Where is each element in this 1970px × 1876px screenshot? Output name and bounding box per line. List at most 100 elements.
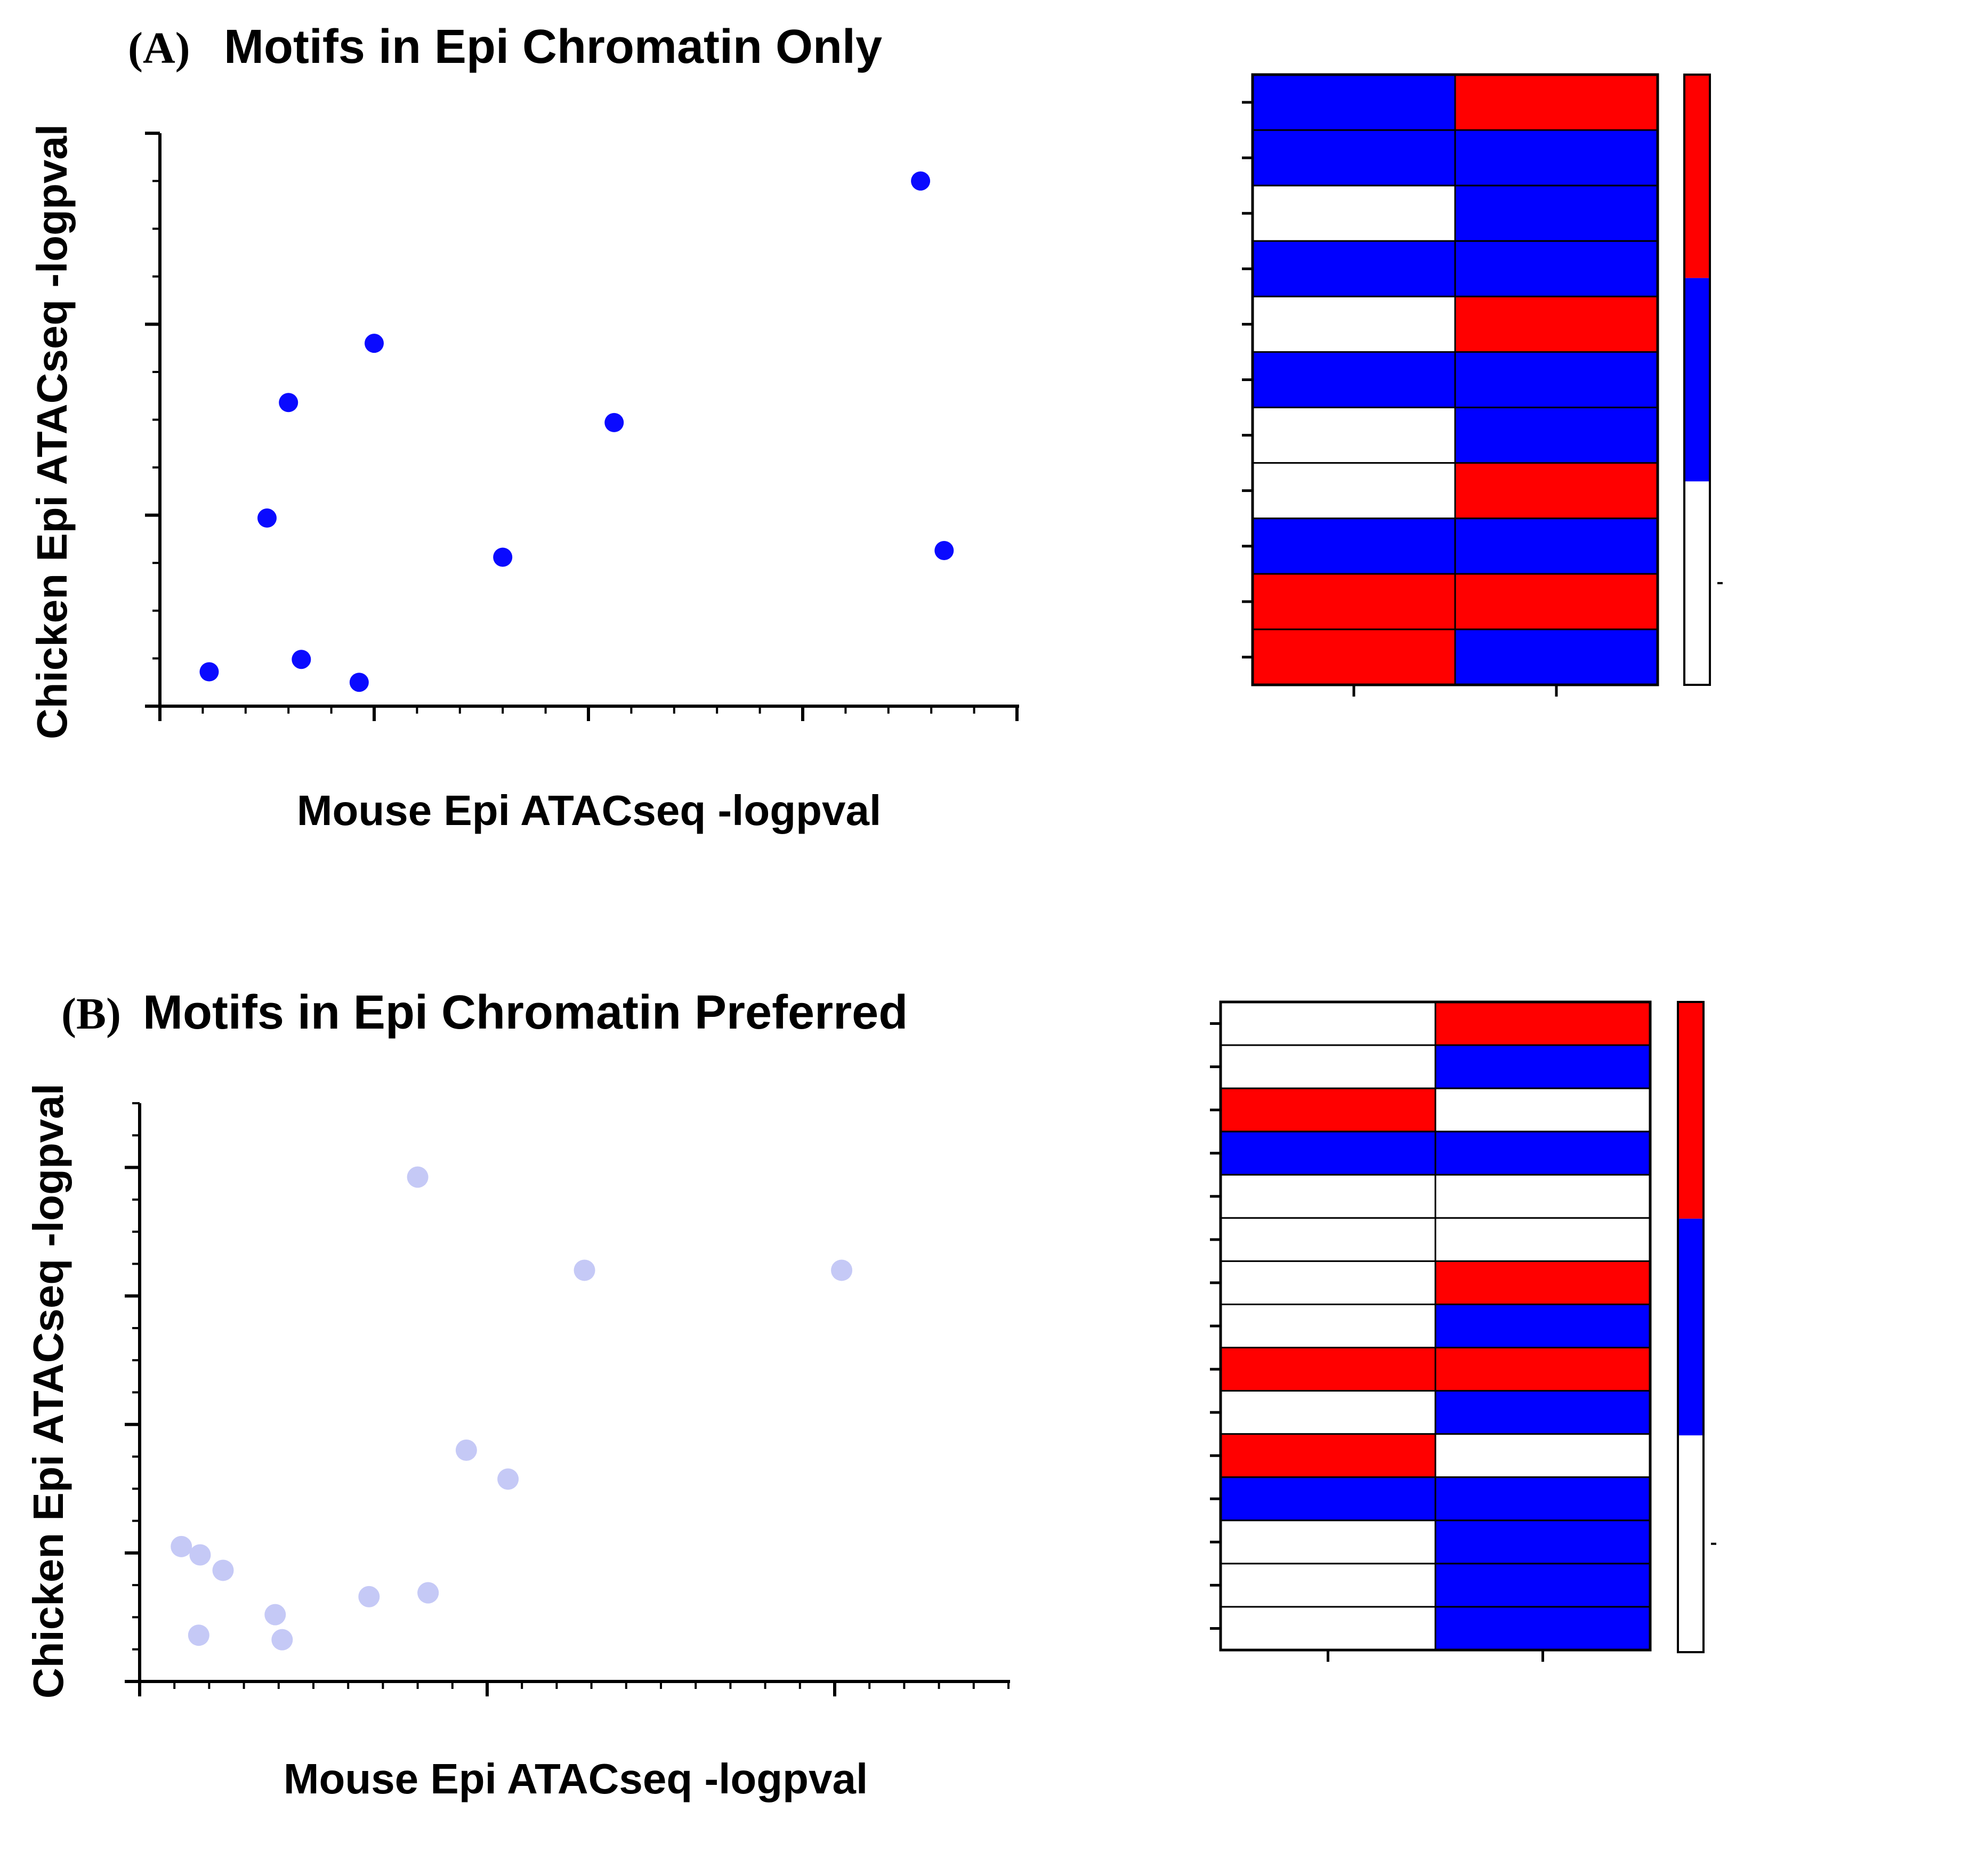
ha-cell — [1454, 407, 1659, 464]
scatter-a-x-title: Mouse Epi ATACseq -logpval — [297, 787, 881, 834]
hb-cell — [1434, 1087, 1651, 1133]
scatter-b-y-ticks — [125, 1166, 140, 1683]
ha-cell — [1252, 295, 1456, 353]
hb-cell — [1220, 1087, 1436, 1133]
ha-cell — [1454, 295, 1659, 353]
ha-cell — [1252, 129, 1456, 187]
hb-cell — [1220, 1433, 1436, 1478]
sa-point — [493, 547, 513, 567]
ha-cell — [1252, 74, 1456, 131]
scatter-b-points — [171, 1166, 853, 1651]
hb-cell — [1434, 1217, 1651, 1262]
hb-legend-swatch — [1678, 1218, 1703, 1436]
heatmap-a-column-labels — [1352, 685, 1558, 697]
hb-cell — [1434, 1433, 1651, 1478]
ha-cell — [1454, 351, 1659, 409]
sa-point — [349, 673, 369, 692]
panel-b-letter: (B) — [61, 989, 121, 1039]
ha-cell — [1252, 573, 1456, 630]
hb-cell — [1434, 1174, 1651, 1219]
sa-point — [934, 540, 954, 560]
sa-point — [257, 508, 277, 528]
panel-a-title: Motifs in Epi Chromatin Only — [224, 20, 882, 74]
ha-cell — [1252, 462, 1456, 520]
sb-point — [417, 1582, 439, 1604]
ha-cell — [1454, 74, 1659, 131]
ha-cell — [1454, 517, 1659, 575]
hb-cell — [1220, 1606, 1436, 1651]
ha-cell — [1454, 628, 1659, 686]
sa-point — [292, 650, 311, 669]
scatter-a-points — [199, 171, 954, 692]
hb-cell — [1434, 1519, 1651, 1565]
heatmap-b-legend — [1677, 1001, 1716, 1653]
heatmap-a-row-labels — [1242, 101, 1253, 659]
hb-cell — [1220, 1476, 1436, 1522]
ha-cell — [1454, 573, 1659, 630]
ha-legend-swatch — [1684, 481, 1710, 685]
heatmap-b — [1210, 1000, 1716, 1662]
ha-cell — [1252, 184, 1456, 242]
sa-point — [279, 393, 298, 413]
hb-legend-swatch — [1678, 1002, 1703, 1219]
scatter-b-x-ticks — [138, 1681, 836, 1696]
ha-cell — [1454, 129, 1659, 187]
sb-point — [264, 1604, 286, 1626]
sb-point — [212, 1559, 234, 1581]
heatmap-b-row-labels — [1210, 1022, 1221, 1630]
sb-point — [407, 1166, 429, 1188]
sb-point — [171, 1535, 192, 1557]
ha-legend-swatch — [1684, 278, 1710, 482]
ha-cell — [1252, 628, 1456, 686]
hb-cell — [1434, 1130, 1651, 1176]
hb-cell — [1434, 1044, 1651, 1089]
ha-cell — [1252, 407, 1456, 464]
ha-cell — [1454, 462, 1659, 520]
heatmap-b-column-labels — [1327, 1650, 1544, 1662]
scatter-a-x-ticks — [158, 706, 1019, 721]
heatmap-a-legend — [1683, 74, 1723, 686]
ha-cell — [1454, 184, 1659, 242]
sb-point — [358, 1586, 380, 1607]
hb-cell — [1434, 1390, 1651, 1435]
sa-point — [365, 334, 384, 353]
panel-a: (A) Motifs in Epi Chromatin Only Mouse E… — [28, 20, 1723, 834]
hb-cell — [1220, 1260, 1436, 1305]
hb-cell — [1434, 1347, 1651, 1392]
ha-legend-swatch — [1684, 75, 1710, 278]
scatter-b-y-title: Chicken Epi ATACseq -logpval — [25, 1083, 72, 1699]
hb-cell — [1220, 1303, 1436, 1349]
panel-b-title: Motifs in Epi Chromatin Preferred — [143, 986, 908, 1039]
sb-point — [574, 1259, 595, 1281]
sa-point — [199, 662, 219, 682]
ha-cell — [1252, 240, 1456, 297]
hb-cell — [1220, 1001, 1436, 1046]
sb-point — [831, 1259, 853, 1281]
scatter-a-y-title: Chicken Epi ATACseq -logpval — [28, 124, 76, 739]
scatter-a-y-ticks — [145, 132, 160, 708]
sb-point — [455, 1440, 477, 1461]
ha-cell — [1454, 240, 1659, 297]
heatmap-b-cells — [1219, 1000, 1652, 1652]
hb-cell — [1434, 1001, 1651, 1046]
scatter-a: Mouse Epi ATACseq -logpval Chicken Epi A… — [28, 124, 1019, 834]
hb-cell — [1220, 1174, 1436, 1219]
sa-point — [911, 171, 931, 191]
hb-legend-frame — [1677, 1001, 1705, 1653]
heatmap-a-cells — [1251, 73, 1659, 686]
hb-cell — [1220, 1217, 1436, 1262]
scatter-a-minor-ticks — [152, 132, 1018, 714]
sa-point — [604, 413, 624, 432]
sb-point — [188, 1624, 209, 1646]
ha-legend-frame — [1683, 74, 1711, 686]
sb-point — [271, 1629, 293, 1651]
ha-cell — [1252, 351, 1456, 409]
panel-a-letter: (A) — [128, 23, 190, 73]
sb-point — [189, 1544, 211, 1566]
hb-cell — [1220, 1519, 1436, 1565]
hb-cell — [1434, 1476, 1651, 1522]
hb-cell — [1220, 1130, 1436, 1176]
sb-point — [497, 1468, 519, 1490]
hb-cell — [1220, 1390, 1436, 1435]
